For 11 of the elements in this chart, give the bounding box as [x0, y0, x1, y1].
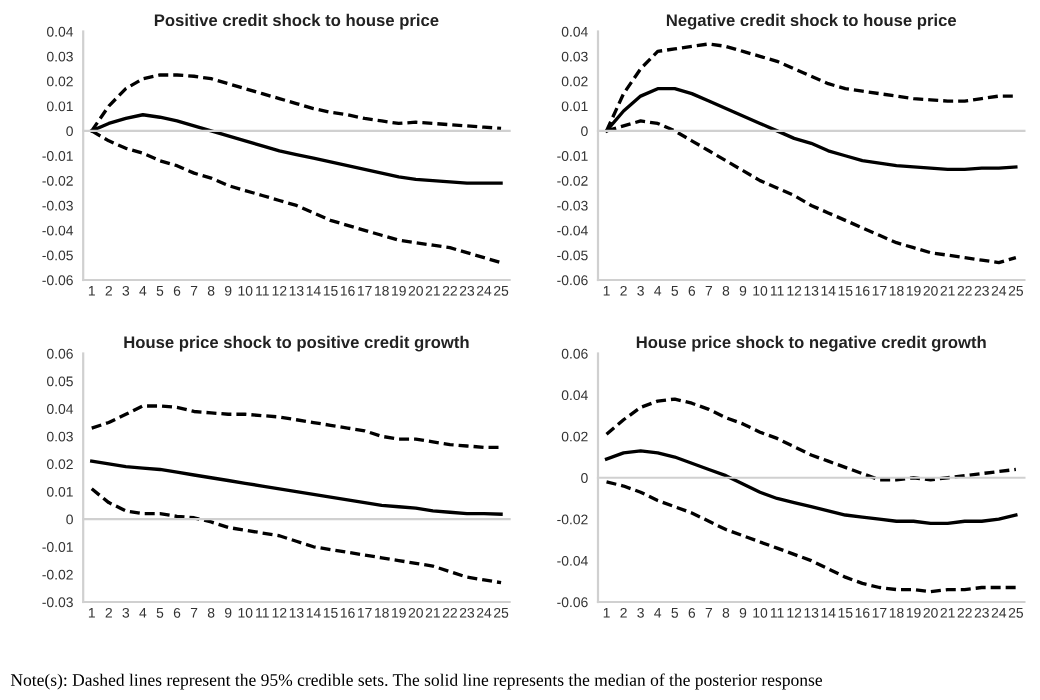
line-series — [90, 404, 503, 450]
line-series — [604, 397, 1018, 482]
line-series — [604, 449, 1018, 525]
chart-title: Positive credit shock to house price — [154, 13, 439, 30]
line-series — [90, 459, 503, 516]
chart-title: House price shock to positive credit growth — [124, 335, 469, 352]
line-series — [90, 487, 503, 585]
chart-title: Negative credit shock to house price — [666, 13, 957, 30]
line-series — [604, 480, 1018, 594]
text: Note(s): Dashed lines represent the 95% credible sets. The solid line represents the median of the posterior response — [10, 673, 823, 690]
chart-title: House price shock to negative credit growth — [636, 335, 986, 352]
